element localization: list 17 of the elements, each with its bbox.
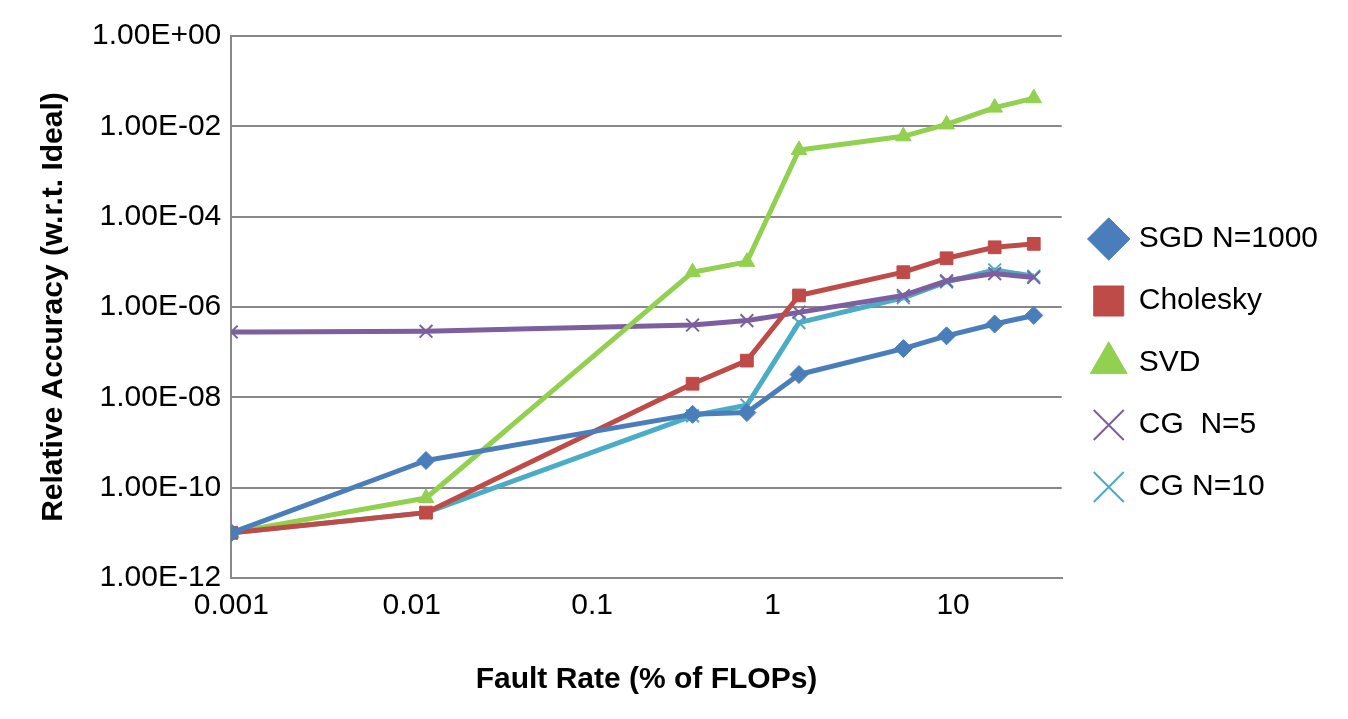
legend-label: Cholesky	[1138, 282, 1263, 316]
legend-label: CG N=10	[1138, 468, 1265, 502]
x-tick-label: 0.01	[382, 587, 441, 621]
legend-label: SGD N=1000	[1138, 220, 1319, 254]
y-tick-label: 1.00E+00	[91, 17, 222, 51]
y-tick-label: 1.00E-02	[99, 107, 222, 141]
y-tick-label: 1.00E-08	[99, 378, 222, 412]
x-axis-title: Fault Rate (% of FLOPs)	[475, 661, 818, 695]
y-axis-title: Relative Accuracy (w.r.t. Ideal)	[35, 92, 69, 522]
y-tick-label: 1.00E-10	[99, 468, 222, 502]
x-tick-label: 10	[936, 587, 970, 621]
legend-label: SVD	[1138, 344, 1201, 378]
y-tick-label: 1.00E-04	[99, 197, 222, 231]
x-tick-label: 1	[764, 587, 781, 621]
legend-label: CG N=5	[1138, 406, 1257, 440]
y-tick-label: 1.00E-06	[99, 288, 222, 322]
x-tick-label: 0.1	[571, 587, 614, 621]
